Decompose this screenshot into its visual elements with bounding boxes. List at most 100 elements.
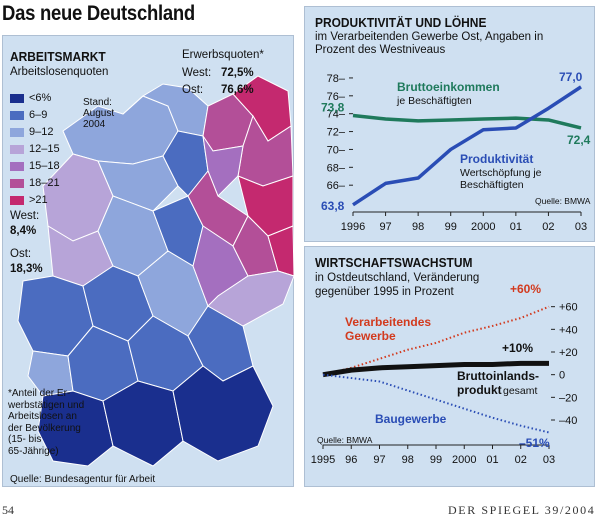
bip-end-label: +10% [502,341,533,355]
legend-item: 12–15 [10,143,60,155]
map-title: ARBEITSMARKT [10,49,106,64]
brutto-series-sub: je Beschäftigten [396,95,472,107]
legend-swatch [10,144,24,154]
stand-date-year: 2004 [83,119,106,130]
map-region-bw-s [37,390,114,467]
prod-series-sub-1: Wertschöpfung je [460,167,542,179]
bau-end-label: –51% [519,436,550,450]
y-tick-label: 0 [559,370,565,382]
bruttoeinkommen-line [352,113,582,130]
bip-series-label-1: Bruttoinlands- [457,369,539,383]
x-tick-label: 98 [402,454,414,466]
erwerbsquote-west-label: West: [182,67,212,79]
footnote-line: (15- bis [8,434,42,445]
verarb-series-label-1: Verarbeitendes [345,315,431,329]
map-region-bayern-se [172,365,274,462]
growth-source: Quelle: BMWA [317,435,373,445]
produktivitaet-line [352,85,582,207]
labor-market-panel: ARBEITSMARKT Arbeitslosenquoten <6% 6–9 9–… [2,35,295,487]
legend-label: 12–15 [29,143,60,155]
y-tick-label: –20 [559,392,577,404]
y-tick-label: 78– [327,73,346,85]
page-number: 54 [2,503,14,517]
main-title: Das neue Deutschland [2,2,195,25]
x-tick-label: 01 [510,221,522,233]
growth-title: WIRTSCHAFTSWACHSTUM [315,255,473,270]
map-source: Quelle: Bundesagentur für Arbeit [10,474,156,485]
prod-series-label: Produktivität [460,152,533,166]
y-tick-label: +40 [559,324,578,336]
legend-swatch [10,178,24,188]
brutto-start-label: 73,8 [321,100,345,114]
bip-series-label-3: gesamt [503,385,538,397]
productivity-title: PRODUKTIVITÄT UND LÖHNE [315,15,487,30]
x-tick-label: 02 [542,221,554,233]
magazine-name: DER SPIEGEL 39/2004 [448,503,596,517]
prod-series-sub-2: Beschäftigten [460,179,524,191]
footnote-line: der Bevölkerung [8,422,81,434]
growth-panel: WIRTSCHAFTSWACHSTUM in Ostdeutschland, V… [304,246,595,487]
x-tick-label: 98 [412,221,424,233]
y-tick-label: 70– [327,144,346,156]
legend-swatch [10,93,24,103]
x-tick-label: 01 [486,454,498,466]
productivity-subtitle-2: Prozent des Westniveaus [315,44,446,56]
arbeitslos-west-value: 8,4% [10,225,37,237]
y-tick-label: +20 [559,347,578,359]
stand-label: Stand: [83,97,112,108]
footnote-line: werbstätigen und [8,399,85,411]
y-tick-label: +60 [559,302,578,314]
y-tick-label: 68– [327,162,346,174]
footnote-line: Arbeitslosen an [8,411,77,422]
brutto-end-label: 72,4 [567,133,591,147]
x-tick-label: 1996 [341,221,365,233]
x-tick-label: 2000 [452,454,476,466]
prod-end-label: 77,0 [559,70,583,84]
legend-swatch [10,161,24,171]
y-tick-label: 72– [327,127,346,139]
map-region-north-west [62,95,179,165]
productivity-chart: 66– 68– 70– 72– 74– 76– 78– 1996 97 98 99 2000 01 02 0… [321,70,591,233]
bip-series-label-2: produkt [457,383,502,397]
growth-chart: –40 –20 0 +20 +40 +60 1995 96 97 98 99 2000 01 02 03 Ve… [311,282,578,466]
map-subtitle: Arbeitslosenquoten [10,66,109,78]
x-tick-label: 97 [373,454,385,466]
legend-swatch [10,110,24,120]
x-tick-label: 03 [575,221,587,233]
legend-label: 18–21 [29,177,60,189]
x-tick-label: 99 [430,454,442,466]
legend-item: 6–9 [10,109,47,121]
x-tick-label: 2000 [471,221,495,233]
germany-map [17,75,295,467]
productivity-source: Quelle: BMWA [535,196,591,206]
x-tick-label: 1995 [311,454,335,466]
arbeitslos-west-label: West: [10,210,40,222]
footnote-line: *Anteil der Er- [8,388,71,399]
legend-swatch [10,195,24,205]
brutto-series-label: Bruttoeinkommen [397,80,500,94]
footnote-line: 65-Jährige) [8,445,59,457]
erwerbsquote-ost-label: Ost: [182,84,204,96]
y-tick-label: –40 [559,415,577,427]
legend-item: 18–21 [10,177,60,189]
prod-start-label: 63,8 [321,199,345,213]
y-tick-label: 66– [327,180,346,192]
bau-series-label: Baugewerbe [375,412,447,426]
verarb-series-label-2: Gewerbe [345,329,396,343]
erwerbsquote-ost-value: 76,6% [221,84,254,96]
stand-date-month: August [83,108,115,119]
legend-item: 9–12 [10,126,53,138]
x-tick-label: 96 [345,454,357,466]
erwerbsquoten-title: Erwerbsquoten* [182,49,264,61]
x-tick-label: 03 [543,454,555,466]
legend-swatch [10,127,24,137]
legend-label: 15–18 [29,160,60,172]
x-tick-label: 02 [515,454,527,466]
legend-label: >21 [29,194,48,206]
legend-item: >21 [10,194,48,206]
x-tick-label: 97 [379,221,391,233]
productivity-subtitle-1: im Verarbeitenden Gewerbe Ost, Angaben i… [315,31,544,43]
growth-subtitle-2: gegenüber 1995 in Prozent [315,286,454,298]
arbeitslos-ost-label: Ost: [10,248,32,260]
